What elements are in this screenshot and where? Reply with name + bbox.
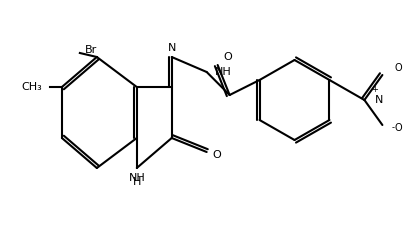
Text: CH₃: CH₃ (21, 82, 42, 92)
Text: N: N (168, 43, 176, 53)
Text: -: - (391, 124, 394, 132)
Text: O: O (394, 63, 402, 73)
Text: H: H (133, 177, 141, 187)
Text: O: O (223, 52, 232, 62)
Text: Br: Br (84, 45, 97, 55)
Text: NH: NH (215, 67, 231, 77)
Text: NH: NH (128, 173, 145, 183)
Text: +: + (371, 86, 378, 94)
Text: O: O (212, 150, 221, 160)
Text: N: N (375, 95, 383, 105)
Text: O: O (394, 123, 402, 133)
